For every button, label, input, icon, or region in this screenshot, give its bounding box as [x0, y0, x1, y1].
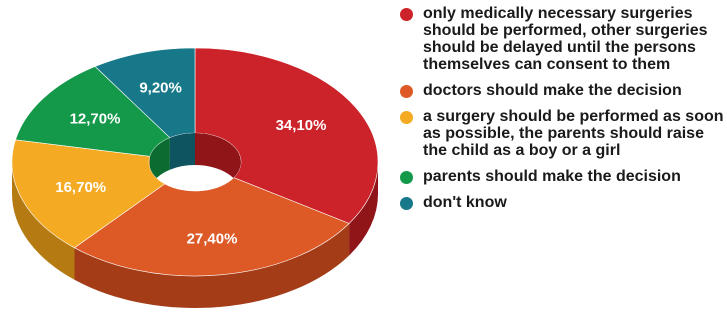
legend-item: don't know [400, 194, 725, 211]
pie-inner-wall [149, 137, 170, 189]
slice-value-label: 27,40% [187, 231, 238, 248]
pie-value-labels: 34,10% 27,40% 16,70% 12,70% 9,20% [55, 80, 326, 248]
pie-inner-wall [169, 133, 195, 170]
legend-item: only medically necessary surgeries shoul… [400, 5, 725, 73]
pie-depth [12, 162, 378, 308]
legend-swatch [400, 197, 413, 210]
slice-value-label: 9,20% [139, 80, 182, 97]
slice-value-label: 34,10% [276, 117, 327, 134]
slice-value-label: 12,70% [70, 111, 121, 128]
legend-swatch [400, 85, 413, 98]
pie-hole [149, 133, 241, 191]
pie-side-wall [74, 223, 350, 308]
legend-item: doctors should make the decision [400, 82, 725, 99]
legend: only medically necessary surgeries shoul… [400, 5, 725, 220]
legend-label: only medically necessary surgeries shoul… [423, 5, 708, 73]
pie-side-wall [12, 162, 75, 280]
legend-swatch [400, 171, 413, 184]
slice-value-label: 16,70% [55, 179, 106, 196]
legend-label: don't know [423, 194, 507, 211]
legend-label: parents should make the decision [423, 168, 681, 185]
legend-item: parents should make the decision [400, 168, 725, 185]
legend-swatch [400, 111, 413, 124]
legend-label: a surgery should be performed as soon as… [423, 108, 724, 159]
legend-item: a surgery should be performed as soon as… [400, 108, 725, 159]
pie-inner-wall [195, 133, 241, 191]
pie-slice [73, 177, 350, 277]
legend-swatch [400, 8, 413, 21]
legend-label: doctors should make the decision [423, 82, 682, 99]
pie-chart: 34,10% 27,40% 16,70% 12,70% 9,20% [11, 47, 379, 308]
pie-side-wall [349, 162, 378, 256]
pie-top [11, 47, 379, 277]
